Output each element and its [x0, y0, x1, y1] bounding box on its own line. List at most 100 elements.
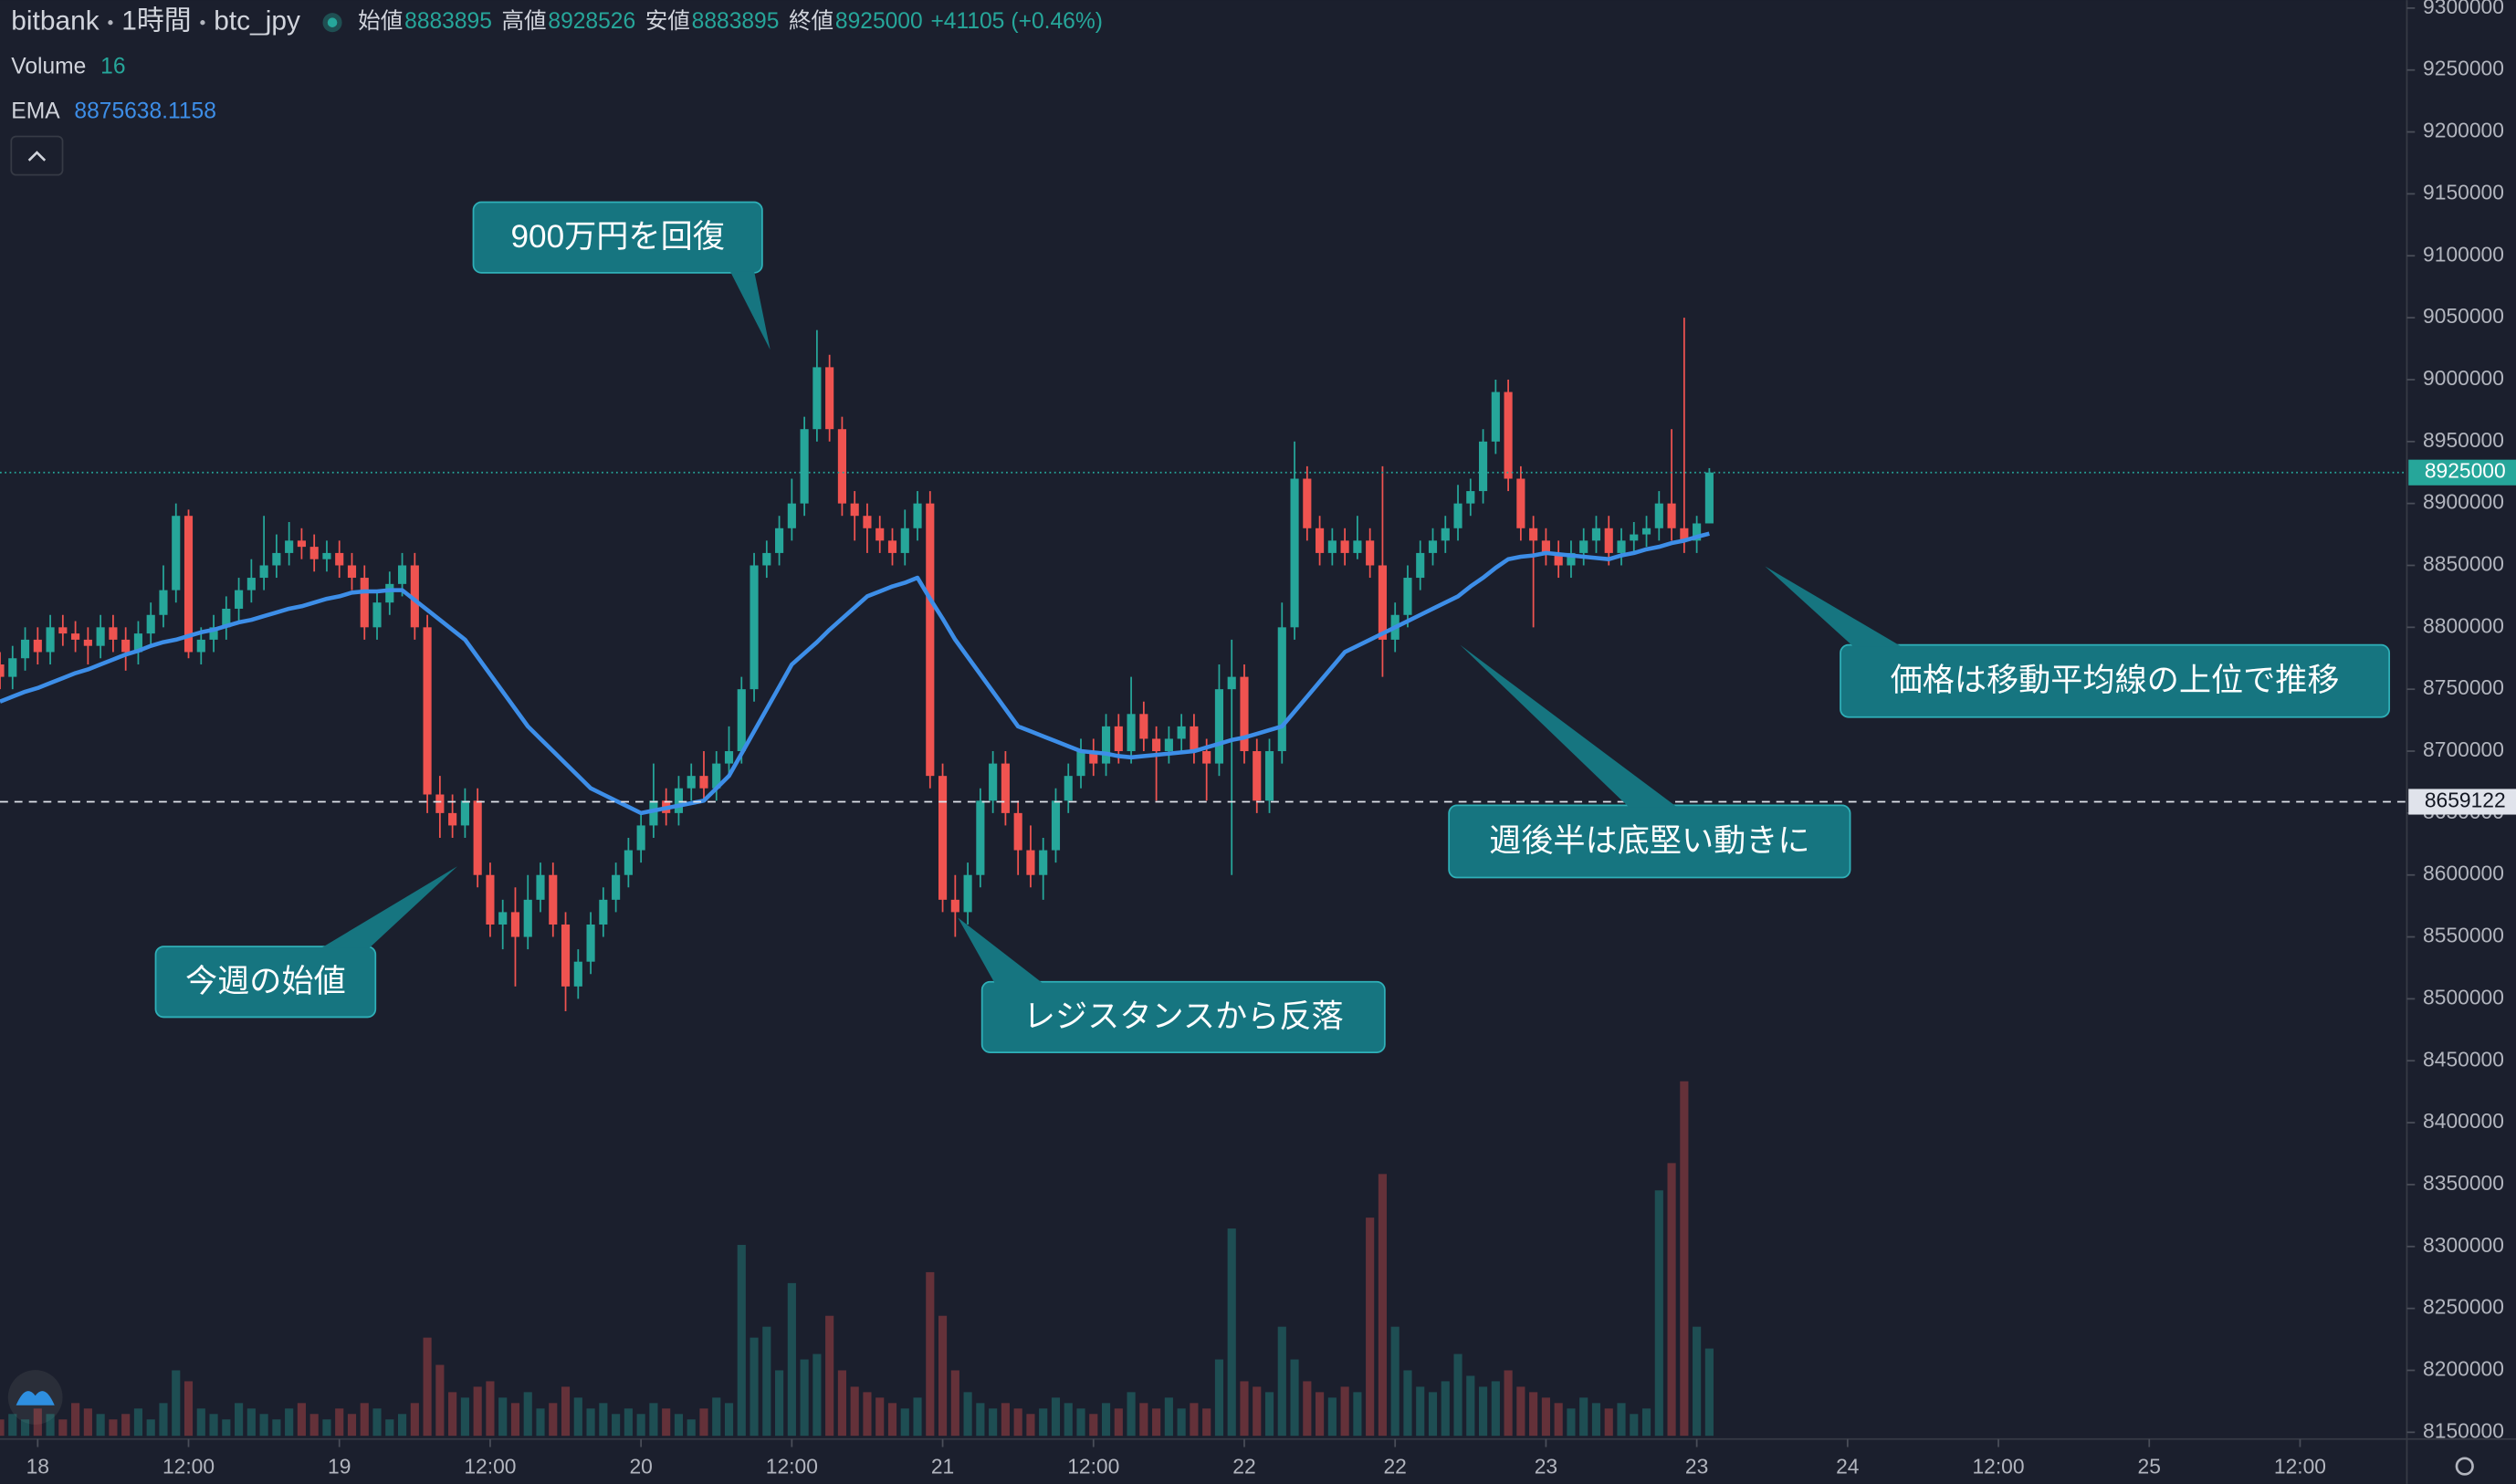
settings-icon[interactable] — [2455, 1457, 2474, 1476]
candle-body — [1604, 528, 1613, 553]
annotation-pointer — [1460, 644, 1677, 808]
annotation-box — [980, 980, 1386, 1053]
volume-bar — [1654, 1190, 1663, 1437]
reference-tag — [2408, 789, 2516, 815]
collapse-button[interactable] — [10, 135, 64, 176]
low-label: 安値 — [645, 8, 690, 34]
candle-body — [146, 614, 155, 634]
volume-bar — [1316, 1392, 1325, 1437]
candle-body — [423, 627, 432, 795]
volume-bar — [1491, 1381, 1500, 1437]
candle-body — [624, 850, 633, 875]
volume-bar — [963, 1392, 972, 1437]
candle-body — [1403, 578, 1412, 615]
volume-bar — [1641, 1408, 1651, 1437]
volume-bar — [1240, 1381, 1249, 1437]
candle-body — [1416, 552, 1425, 579]
candle-body — [549, 874, 558, 925]
candle-body — [599, 899, 608, 925]
candle-body — [1214, 689, 1224, 764]
volume-bar — [322, 1419, 331, 1437]
x-tick-label: 23 — [1685, 1454, 1708, 1478]
candle-body — [1567, 552, 1576, 566]
logo[interactable] — [7, 1370, 63, 1425]
volume-bar — [196, 1408, 205, 1437]
volume-bar — [498, 1397, 508, 1437]
candle-body — [272, 552, 281, 566]
volume-bar — [121, 1414, 131, 1437]
volume-name: Volume — [11, 54, 86, 78]
volume-bar — [1277, 1326, 1286, 1437]
annotation-text: 価格は移動平均線の上位で推移 — [1891, 663, 2340, 698]
volume-bar — [183, 1381, 194, 1437]
volume-bar — [1617, 1403, 1626, 1437]
x-tick-label: 12:00 — [1067, 1454, 1119, 1478]
y-tick-label: 8400000 — [2423, 1109, 2504, 1133]
candle-body — [863, 516, 872, 528]
ema-line — [0, 531, 1710, 816]
y-tick-label: 8550000 — [2423, 924, 2504, 947]
candle-body — [473, 800, 482, 875]
candle-body — [1667, 503, 1676, 528]
candle-body — [322, 552, 331, 559]
volume-bar — [536, 1408, 545, 1437]
volume-bar — [787, 1282, 796, 1437]
volume-bar — [109, 1419, 118, 1437]
candle-body — [1039, 850, 1048, 875]
close-value: 8925000 — [835, 9, 923, 34]
volume-bar — [649, 1403, 658, 1437]
x-tick-label: 20 — [629, 1454, 652, 1478]
separator — [200, 20, 205, 26]
volume-bar — [1403, 1370, 1412, 1437]
x-tick-label: 25 — [2138, 1454, 2161, 1478]
candle-body — [1114, 726, 1123, 752]
candle-body — [1076, 751, 1085, 777]
volume-bar — [712, 1397, 721, 1437]
candle-body — [1579, 540, 1588, 553]
volume-bar — [624, 1408, 633, 1437]
candle-body — [159, 590, 168, 615]
volume-bar — [1290, 1359, 1299, 1437]
candle-body — [1064, 776, 1073, 801]
candle-body — [875, 528, 885, 541]
y-tick-label: 8900000 — [2423, 490, 2504, 514]
volume-bar — [1466, 1375, 1475, 1437]
volume-bar — [347, 1414, 357, 1437]
separator — [108, 20, 113, 26]
volume-bar — [448, 1392, 457, 1437]
volume-bar — [1051, 1397, 1061, 1437]
candle-body — [1089, 751, 1098, 764]
candle-body — [1026, 850, 1035, 875]
change-pct: (+0.46%) — [1011, 9, 1102, 34]
volume-bar — [423, 1337, 432, 1437]
candle-body — [347, 565, 357, 579]
volume-bar — [473, 1386, 482, 1437]
candle-body — [1504, 392, 1513, 479]
volume-bar — [586, 1408, 595, 1437]
y-tick-label: 9300000 — [2423, 0, 2504, 18]
volume-bar — [410, 1403, 419, 1437]
candle-body — [71, 633, 80, 640]
volume-bar — [58, 1419, 68, 1437]
candle-body — [1516, 478, 1525, 528]
candle-body — [775, 528, 784, 553]
candle-body — [83, 639, 92, 646]
x-tick-label: 12:00 — [1972, 1454, 2024, 1478]
candle-body — [1190, 726, 1199, 752]
candle-body — [900, 528, 909, 553]
candle-body — [133, 633, 143, 653]
candle-body — [8, 658, 17, 677]
candle-body — [699, 776, 708, 789]
annotation: 今週の始値 — [154, 866, 457, 1019]
x-tick-label: 18 — [26, 1454, 49, 1478]
ema-name: EMA — [11, 99, 60, 124]
x-tick-label: 23 — [1535, 1454, 1557, 1478]
volume-bar — [1026, 1414, 1035, 1437]
candle-body — [1641, 528, 1651, 535]
volume-bar — [1089, 1414, 1098, 1437]
candle-body — [1152, 738, 1161, 752]
candle-body — [285, 540, 294, 553]
candle-body — [172, 516, 181, 590]
x-tick-label: 22 — [1383, 1454, 1406, 1478]
